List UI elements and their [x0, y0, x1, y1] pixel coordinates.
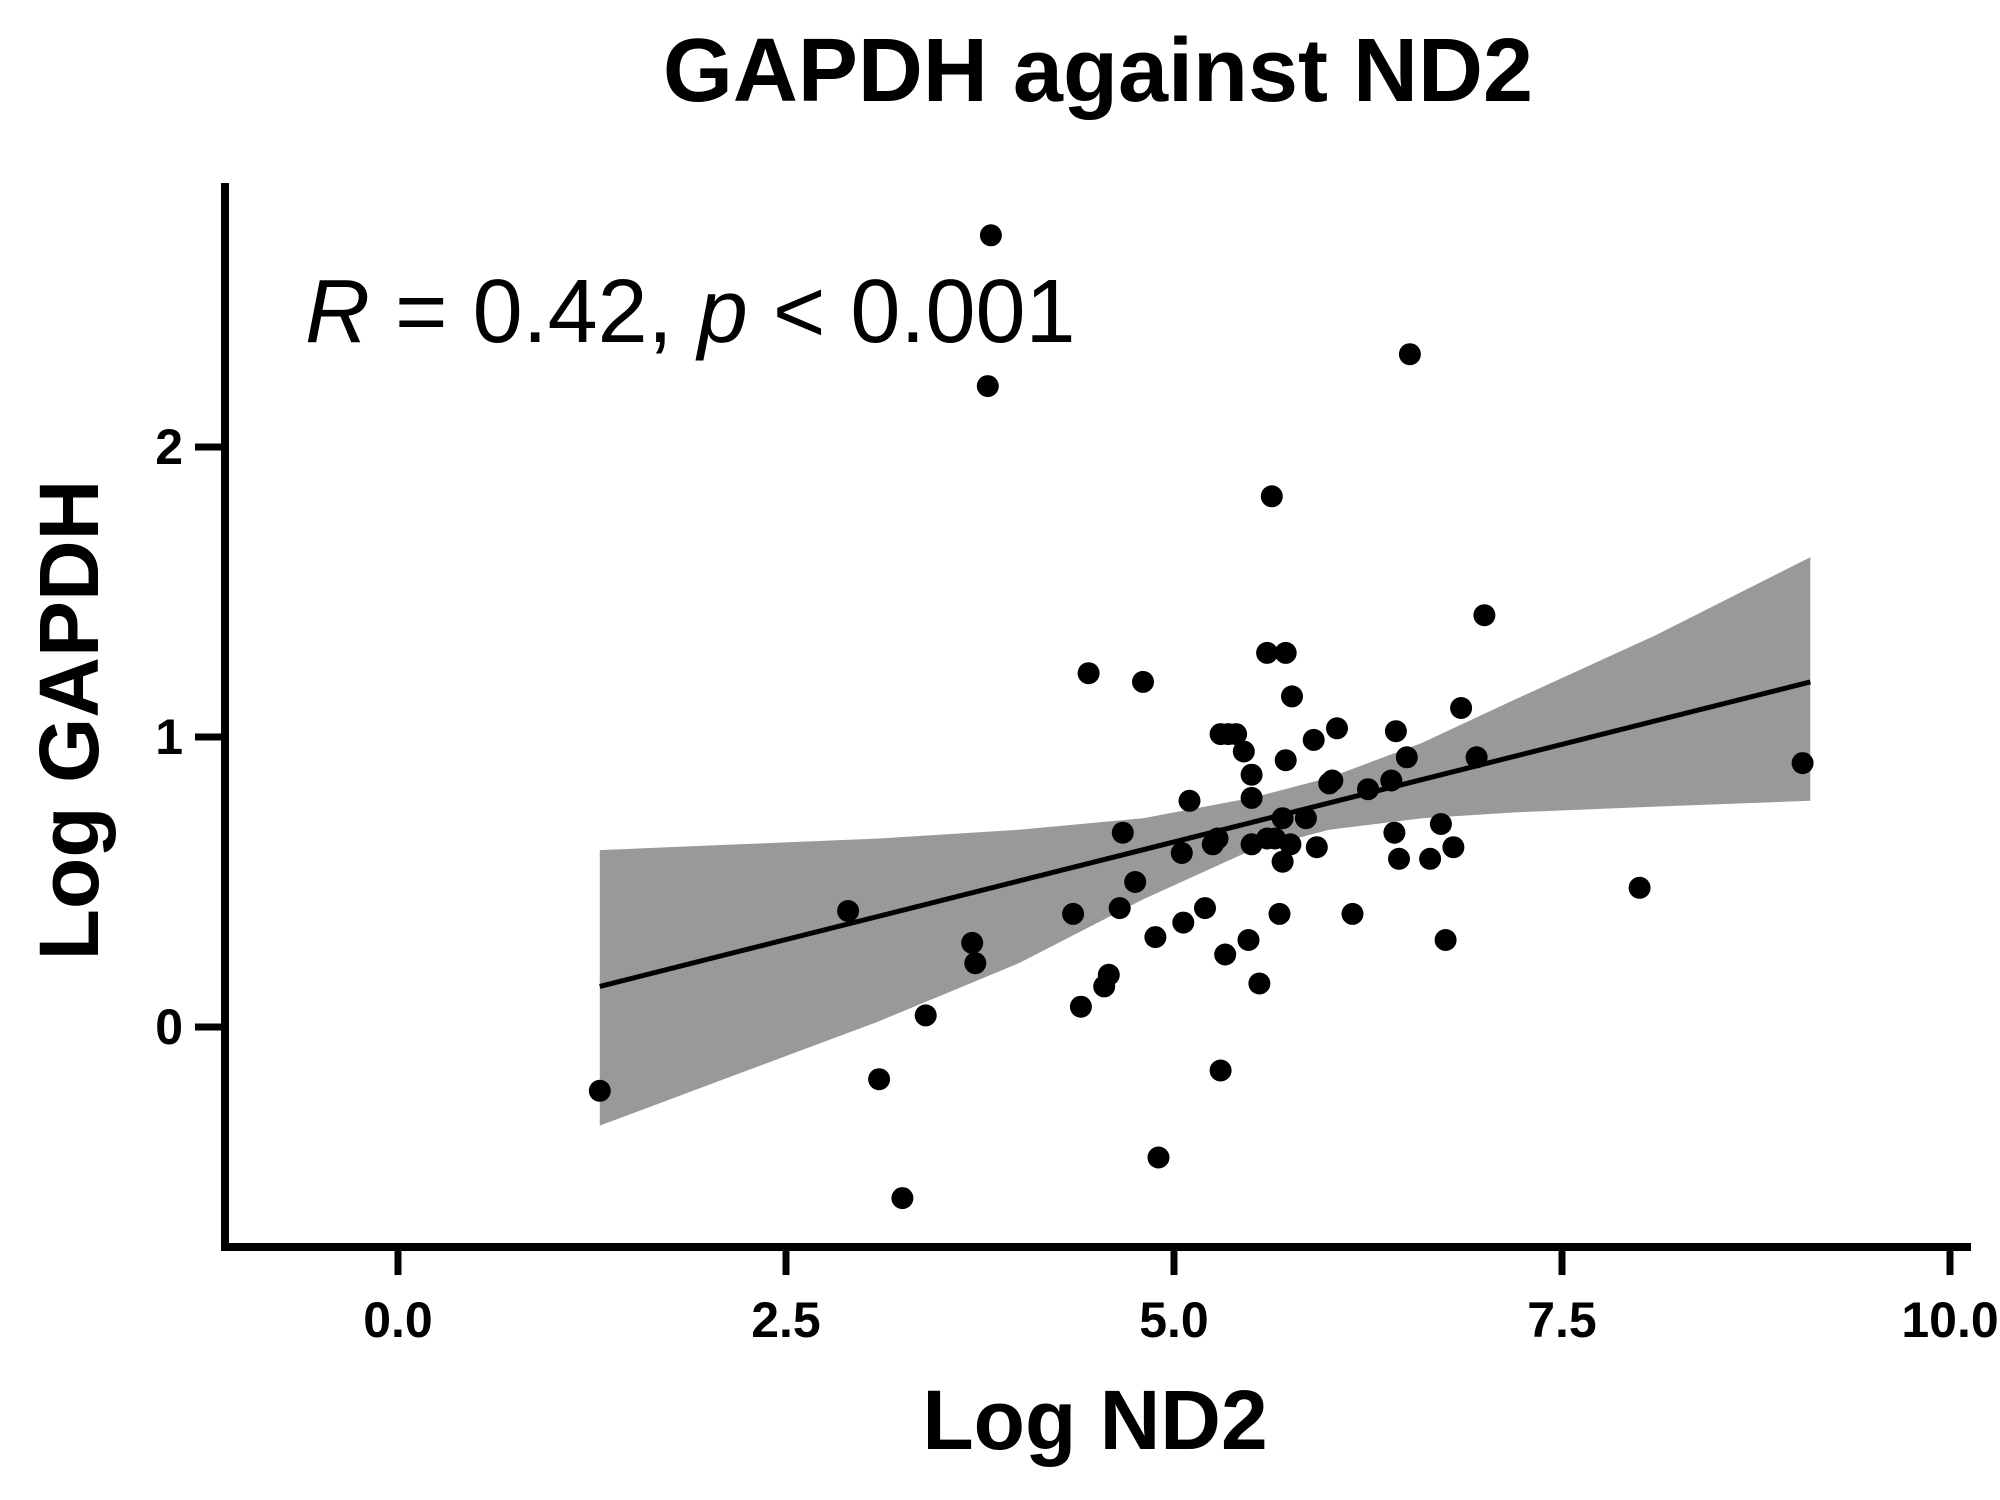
data-point [914, 1004, 937, 1027]
data-point [588, 1079, 611, 1102]
data-point [1384, 720, 1407, 743]
data-point [891, 1187, 914, 1210]
data-point [1465, 746, 1488, 769]
data-point [1214, 943, 1237, 966]
data-point [1434, 929, 1457, 951]
data-point [1357, 778, 1379, 801]
data-point [1341, 902, 1364, 925]
data-point [1305, 836, 1328, 859]
data-point [1237, 929, 1260, 951]
data-point [1069, 995, 1092, 1018]
data-point [1473, 604, 1496, 627]
data-point [1206, 827, 1229, 850]
data-point [1442, 836, 1465, 859]
data-point [1124, 871, 1147, 893]
data-point [1281, 685, 1303, 708]
y-axis-ticks: 0 1 2 [155, 419, 225, 1055]
x-axis-ticks: 0.0 2.5 5.0 7.5 10.0 [363, 1247, 1999, 1348]
annotation-r-value: = 0.42, [370, 262, 698, 362]
y-tick-label: 2 [155, 419, 183, 475]
data-point [1232, 740, 1255, 763]
x-axis-label: Log ND2 [922, 1373, 1267, 1467]
x-tick-label: 5.0 [1139, 1292, 1209, 1348]
data-point [1326, 717, 1348, 740]
x-tick-label: 0.0 [363, 1292, 433, 1348]
data-point [1274, 749, 1297, 772]
data-points-layer [588, 224, 1814, 1210]
data-point [1111, 821, 1134, 844]
data-point [1279, 833, 1302, 856]
data-point [1225, 723, 1248, 746]
data-point [1077, 662, 1100, 685]
data-point [1147, 1146, 1170, 1169]
data-point [1380, 769, 1403, 792]
data-point [1170, 842, 1193, 864]
annotation-p-value: < 0.001 [748, 262, 1076, 362]
data-point [1450, 697, 1473, 719]
data-point [1132, 670, 1154, 693]
annotation-p-symbol: p [695, 262, 748, 362]
correlation-annotation: R = 0.42, p < 0.001 [305, 262, 1076, 362]
data-point [1271, 850, 1294, 873]
fit-line-layer [599, 679, 1811, 989]
data-point [1274, 641, 1297, 664]
data-point [976, 375, 999, 398]
data-point [837, 900, 860, 922]
data-point [1302, 728, 1325, 751]
data-point [1429, 813, 1452, 835]
data-point [1194, 897, 1216, 920]
x-tick-label: 7.5 [1527, 1292, 1597, 1348]
data-point [1321, 769, 1344, 792]
regression-line [599, 679, 1811, 989]
data-point [1294, 807, 1317, 830]
data-point [1240, 763, 1263, 786]
chart-title: GAPDH against ND2 [663, 21, 1533, 121]
data-point [1268, 902, 1291, 925]
data-point [961, 931, 984, 954]
data-point [964, 952, 987, 975]
data-point [1395, 746, 1418, 769]
data-point [1240, 786, 1263, 809]
data-point [1062, 902, 1085, 925]
y-tick-label: 1 [155, 709, 183, 765]
data-point [1178, 789, 1201, 812]
annotation-r-symbol: R [305, 262, 370, 362]
data-point [1248, 972, 1271, 995]
data-point [1383, 821, 1406, 844]
data-point [1628, 876, 1651, 899]
data-point [1271, 807, 1294, 830]
data-point [1256, 641, 1279, 664]
data-point [1260, 485, 1283, 508]
x-tick-label: 2.5 [751, 1292, 821, 1348]
y-tick-label: 0 [155, 999, 183, 1055]
data-point [1108, 897, 1131, 920]
data-point [979, 224, 1002, 247]
data-point [1419, 847, 1442, 870]
data-point [1388, 847, 1410, 870]
y-axis-label: Log GAPDH [22, 480, 116, 961]
data-point [1097, 963, 1120, 986]
data-point [1144, 926, 1167, 949]
data-point [1791, 752, 1814, 775]
data-point [1398, 343, 1421, 366]
x-tick-label: 10.0 [1901, 1292, 1998, 1348]
data-point [1209, 1059, 1232, 1082]
data-point [868, 1068, 891, 1091]
data-point [1172, 911, 1195, 934]
